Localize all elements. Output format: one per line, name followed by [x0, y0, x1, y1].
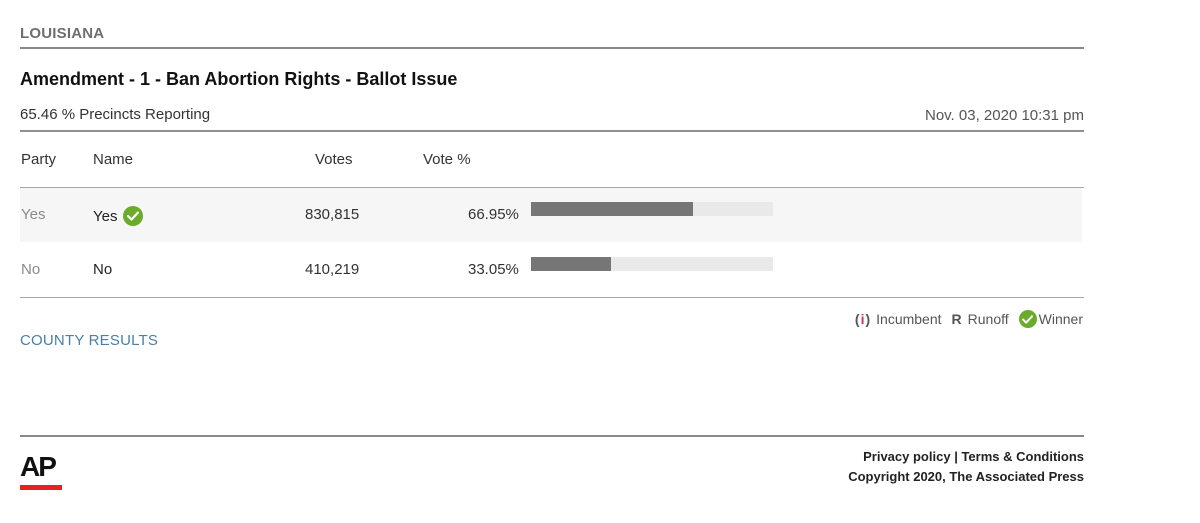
footer-divider — [20, 435, 1084, 437]
ap-logo-bar — [20, 485, 62, 490]
table-header-divider — [20, 187, 1084, 188]
footer-links: Privacy policy | Terms & Conditions — [863, 449, 1084, 464]
county-results-link[interactable]: COUNTY RESULTS — [20, 332, 159, 349]
copyright: Copyright 2020, The Associated Press — [848, 469, 1084, 484]
state-label: LOUISIANA — [20, 25, 105, 42]
row-name-label: No — [93, 261, 113, 278]
row-vote-pct: 33.05% — [468, 261, 519, 278]
privacy-policy-link[interactable]: Privacy policy — [863, 449, 951, 464]
terms-conditions-link[interactable]: Terms & Conditions — [961, 449, 1084, 464]
ap-logo-text: AP — [20, 451, 57, 482]
vote-bar-track — [531, 257, 773, 271]
incumbent-icon: (i) — [854, 311, 872, 327]
precincts-reporting: 65.46 % Precincts Reporting — [20, 106, 211, 123]
row-party: Yes — [21, 206, 46, 223]
header-divider — [20, 47, 1084, 49]
column-header-name: Name — [93, 151, 134, 168]
check-circle-icon — [1018, 310, 1037, 328]
race-title: Amendment - 1 - Ban Abortion Rights - Ba… — [20, 69, 458, 89]
check-circle-icon — [123, 206, 144, 226]
column-header-vote-pct: Vote % — [423, 151, 471, 168]
vote-bar-track — [531, 202, 773, 216]
column-header-votes: Votes — [315, 151, 353, 168]
table-bottom-divider — [20, 297, 1084, 298]
row-votes: 830,815 — [305, 206, 360, 223]
row-name: No — [93, 261, 112, 278]
vote-bar-fill — [531, 202, 694, 216]
legend-incumbent-label: Incumbent — [876, 311, 942, 327]
legend: (i) Incumbent R Runoff Winner — [855, 310, 1083, 328]
row-party: No — [21, 261, 41, 278]
ap-logo: AP — [20, 453, 62, 490]
legend-winner-label: Winner — [1038, 311, 1083, 327]
table-row: Yes Yes 830,815 66.95% — [20, 188, 1082, 242]
footer-separator: | — [954, 449, 958, 464]
row-votes: 410,219 — [305, 261, 360, 278]
timestamp: Nov. 03, 2020 10:31 pm — [925, 107, 1084, 124]
legend-runoff-label: Runoff — [967, 311, 1009, 327]
title-divider — [20, 130, 1084, 132]
table-row: No No 410,219 33.05% — [20, 243, 1082, 297]
column-header-party: Party — [21, 151, 57, 168]
vote-bar-fill — [531, 257, 611, 271]
row-vote-pct: 66.95% — [468, 206, 519, 223]
runoff-icon: R — [951, 311, 962, 327]
row-name: Yes — [93, 206, 144, 226]
row-name-label: Yes — [93, 207, 118, 225]
